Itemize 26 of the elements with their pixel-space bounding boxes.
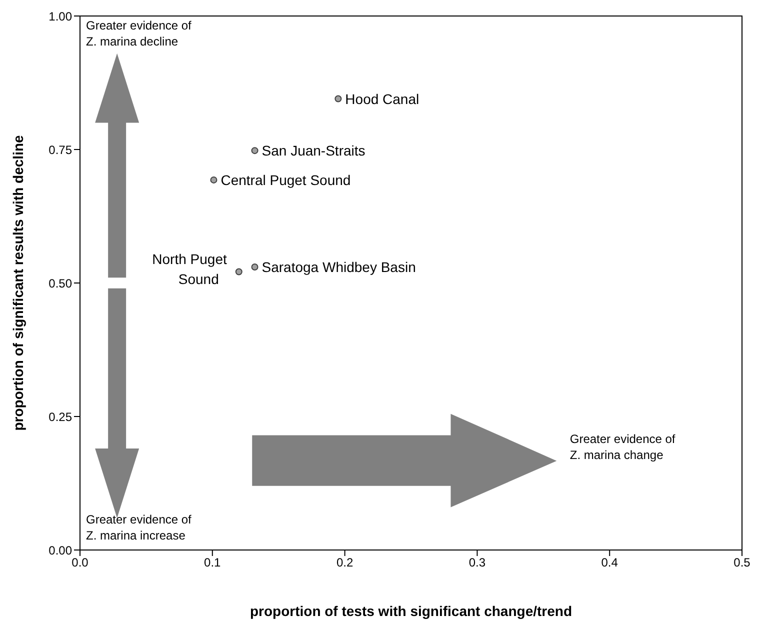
point — [251, 263, 258, 270]
annotation: Greater evidence of Z. marina change — [570, 432, 676, 462]
x-tick-label: 0.4 — [601, 556, 618, 570]
y-axis-title: proportion of significant results with decline — [10, 135, 26, 431]
annotation: Greater evidence of Z. marina increase — [86, 512, 192, 542]
y-tick-label: 1.00 — [48, 9, 72, 24]
point — [235, 268, 242, 276]
annotation: Greater evidence of Z. marina decline — [86, 18, 192, 48]
point — [210, 176, 218, 184]
x-tick-label: 0.3 — [468, 556, 486, 570]
annotation: Saratoga Whidbey Basin — [262, 258, 416, 275]
y-tick-label: 0.00 — [48, 543, 72, 558]
point — [334, 95, 342, 102]
x-tick-label: 0.2 — [336, 556, 354, 570]
annotation: North Puget Sound — [152, 250, 227, 287]
x-tick-label: 0.5 — [734, 556, 751, 570]
x-tick-label: 0.1 — [204, 556, 222, 570]
annotation: San Juan-Straits — [262, 142, 366, 159]
point — [251, 147, 258, 154]
x-axis-title: proportion of tests with significant change/trend — [250, 603, 572, 619]
y-tick-label: 0.50 — [48, 276, 72, 290]
annotation: Hood Canal — [345, 90, 420, 107]
y-tick-label: 0.25 — [48, 410, 72, 424]
annotation: Central Puget Sound — [220, 172, 351, 188]
y-tick-label: 0.75 — [48, 142, 72, 157]
x-tick-label: 0.0 — [72, 556, 89, 570]
